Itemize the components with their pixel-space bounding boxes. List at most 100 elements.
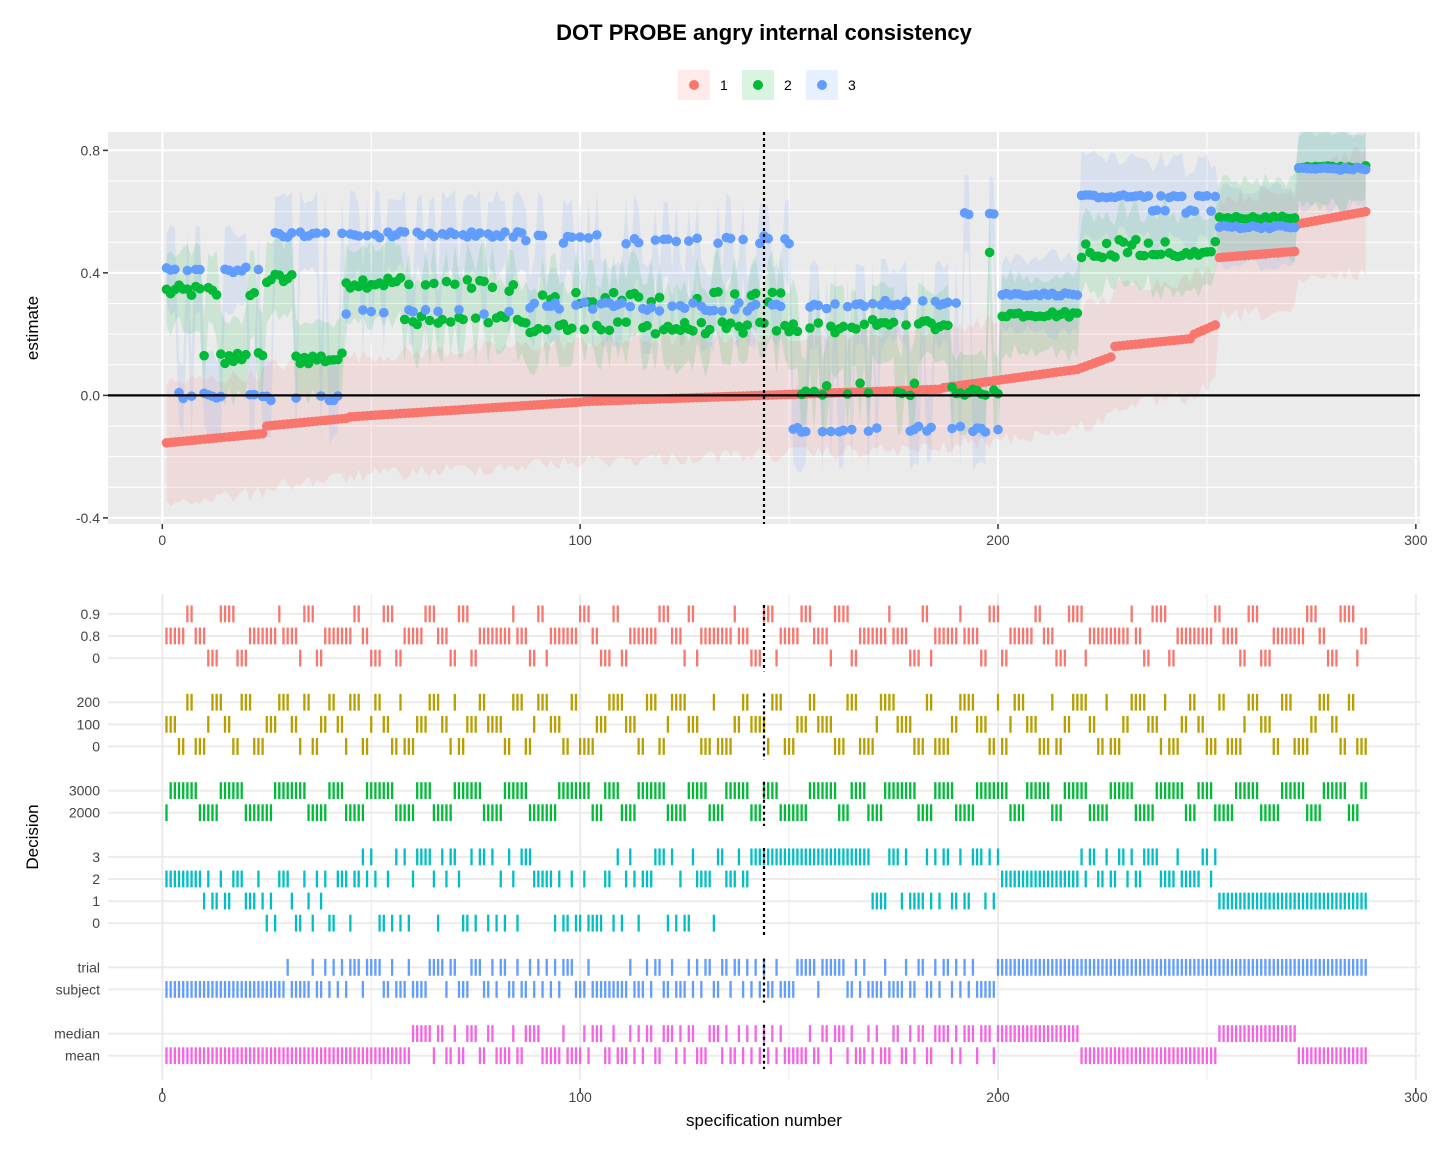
decision-bar <box>595 1025 599 1043</box>
decision-bar <box>420 848 423 866</box>
decision-bar <box>491 958 494 976</box>
decision-bar <box>1080 782 1083 800</box>
decision-bar <box>1289 958 1292 976</box>
decision-bar <box>478 848 482 866</box>
decision-bar <box>541 981 544 998</box>
decision-bar <box>992 892 995 910</box>
decision-bar <box>1243 782 1246 800</box>
decision-bar <box>574 693 578 711</box>
decision-bar <box>1130 1047 1133 1065</box>
decision-bar <box>700 627 703 645</box>
decision-bar <box>1280 1025 1284 1043</box>
decision-bar <box>273 627 277 645</box>
decision-panel-3 <box>165 848 1367 932</box>
decision-bar <box>629 848 632 866</box>
decision-bar <box>1222 958 1225 976</box>
decision-bar <box>1184 627 1188 645</box>
decision-bar <box>591 627 594 645</box>
decision-bar <box>1013 958 1016 976</box>
decision-bar <box>938 1025 941 1043</box>
decision-bar <box>1247 693 1250 711</box>
decision-bar <box>533 649 536 667</box>
point-series-3 <box>358 305 368 315</box>
decision-bar <box>182 870 185 888</box>
decision-bar <box>407 958 410 976</box>
decision-bar <box>942 1025 945 1043</box>
decision-bar <box>1255 958 1259 976</box>
decision-bar <box>1243 892 1246 910</box>
decision-bar <box>921 958 924 976</box>
decision-bar <box>783 738 787 755</box>
point-series-2 <box>241 349 251 360</box>
decision-bar <box>403 738 406 755</box>
decision-bar <box>487 1025 490 1043</box>
decision-bar <box>173 981 177 998</box>
decision-bar <box>955 892 958 910</box>
decision-bar <box>1155 605 1158 623</box>
decision-bar <box>842 1025 845 1043</box>
decision-bar <box>1322 693 1326 711</box>
decision-bar <box>257 870 260 888</box>
decision-bar <box>173 1047 177 1065</box>
decision-bar <box>1235 738 1238 755</box>
decision-bar <box>307 605 310 623</box>
decision-bar <box>1059 1025 1062 1043</box>
decision-bar <box>1097 958 1100 976</box>
decision-bar <box>1134 958 1138 976</box>
decision-bar <box>1088 958 1092 976</box>
decision-bar <box>620 981 624 998</box>
decision-bar <box>695 782 699 800</box>
decision-bar <box>934 848 937 866</box>
decision-bar <box>257 804 260 822</box>
decision-bar <box>971 693 975 711</box>
decision-bar <box>938 782 941 800</box>
decision-bar <box>579 605 582 623</box>
decision-bar <box>1289 1025 1292 1043</box>
decision-bar <box>700 870 703 888</box>
point-series-3 <box>341 309 351 319</box>
decision-bar <box>1364 738 1367 755</box>
decision-bar <box>503 782 507 800</box>
decision-bar <box>186 605 189 623</box>
decision-bar <box>1088 627 1092 645</box>
decision-bar <box>833 605 837 623</box>
legend-dot-1 <box>689 80 699 90</box>
decision-bar <box>1030 958 1033 976</box>
point-series-3 <box>817 426 828 437</box>
decision-bar <box>800 958 803 976</box>
decision-bar <box>579 914 582 932</box>
decision-bar <box>1339 782 1342 800</box>
point-series-3 <box>901 296 911 307</box>
point-series-2 <box>809 386 819 397</box>
decision-bar <box>253 892 256 910</box>
decision-bar <box>871 981 874 998</box>
decision-bar <box>587 958 590 976</box>
decision-bar <box>1122 782 1125 800</box>
decision-bar <box>746 693 749 711</box>
point-series-3 <box>1156 191 1166 201</box>
decision-bar <box>1272 892 1275 910</box>
decision-bar <box>1168 738 1171 755</box>
decision-bar <box>294 914 298 932</box>
point-series-3 <box>826 426 836 437</box>
decision-bar <box>1118 958 1121 976</box>
decision-bar <box>1017 1025 1021 1043</box>
decision-bar <box>228 892 231 910</box>
decision-bar <box>708 870 711 888</box>
decision-bar <box>1130 782 1133 800</box>
decision-bar <box>817 715 820 733</box>
decision-bar <box>884 958 887 976</box>
decision-bar <box>370 848 373 866</box>
point-series-3 <box>775 301 786 312</box>
decision-bar <box>228 981 231 998</box>
x-tick-label: 200 <box>986 532 1010 548</box>
decision-bar <box>428 958 431 976</box>
decision-bar <box>1168 870 1171 888</box>
decision-bar <box>1109 738 1112 755</box>
decision-bar <box>428 848 431 866</box>
decision-bar <box>616 848 619 866</box>
decision-axes: 0.90.802001000300020003210trialsubjectme… <box>54 605 1428 1105</box>
decision-bar <box>633 804 636 822</box>
decision-bar <box>328 693 331 711</box>
decision-bar <box>1260 1025 1263 1043</box>
